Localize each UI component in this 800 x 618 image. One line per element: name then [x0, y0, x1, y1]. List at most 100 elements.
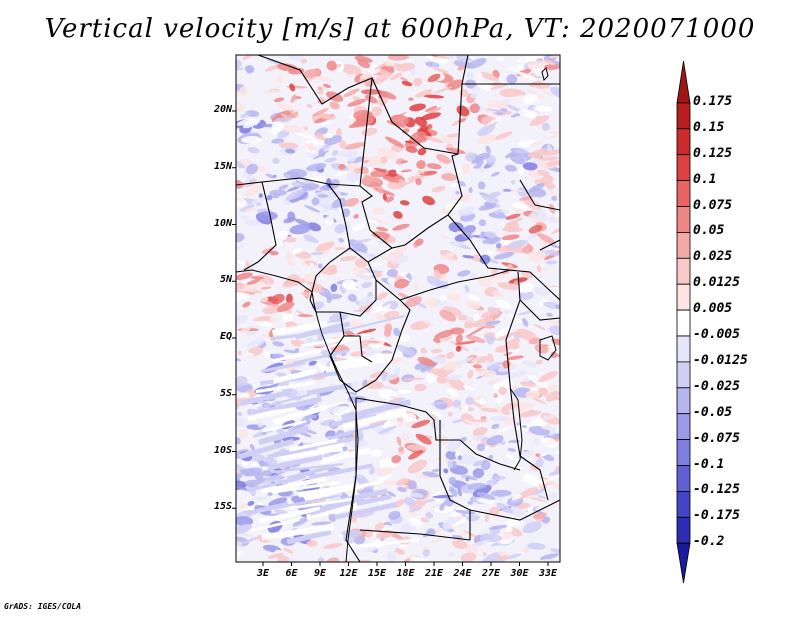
field-cell [471, 419, 489, 423]
border-uganda [519, 299, 560, 321]
field-cell [419, 125, 429, 132]
field-cell [236, 67, 244, 71]
field-cell [290, 94, 297, 104]
field-streak [306, 382, 352, 396]
field-cell [394, 367, 401, 376]
field-cell [487, 353, 494, 363]
field-cell [494, 208, 503, 214]
field-cell [467, 501, 473, 505]
border-zambia [469, 499, 560, 521]
field-cell [236, 242, 248, 252]
field-cell [371, 262, 384, 266]
field-cell [481, 307, 501, 318]
colorbar-swatch [676, 154, 691, 181]
field-cell [238, 429, 249, 440]
field-cell [489, 506, 500, 517]
field-cell [398, 446, 404, 452]
field-cell [340, 64, 362, 76]
field-cell [449, 183, 461, 187]
field-cell [382, 193, 387, 201]
field-cell [409, 492, 424, 498]
field-cell [533, 323, 546, 330]
field-cell [428, 107, 442, 114]
field-cell [533, 105, 552, 113]
border-drc-south [355, 397, 521, 471]
field-cell [263, 350, 271, 359]
field-cell [392, 223, 410, 231]
field-cell [507, 448, 517, 452]
colorbar-swatch [676, 128, 691, 156]
field-cell [478, 166, 485, 173]
field-cell [240, 533, 254, 538]
field-cell [329, 101, 340, 110]
field-cell [428, 297, 438, 309]
field-cell [457, 455, 462, 461]
field-cell [465, 396, 475, 406]
field-cell [548, 468, 560, 476]
field-cell [515, 328, 537, 341]
field-cell [395, 62, 416, 72]
field-cell [511, 494, 522, 501]
field-cell [330, 283, 338, 292]
field-cell [422, 471, 440, 478]
field-cell [488, 525, 508, 530]
field-cell [416, 160, 426, 170]
field-cell [477, 124, 496, 137]
field-cell [445, 201, 463, 211]
field-cell [430, 348, 443, 354]
field-cell [445, 147, 466, 154]
field-cell [507, 67, 519, 72]
field-cell [405, 420, 416, 427]
field-cell [386, 269, 398, 277]
field-cell [306, 150, 318, 159]
field-cell [433, 497, 442, 503]
lon-label: 3E [256, 568, 270, 579]
colorbar-swatch [676, 102, 691, 130]
field-cell [480, 459, 491, 471]
field-cell [485, 320, 501, 326]
field-cell [544, 250, 560, 257]
field-cell [526, 89, 546, 100]
field-cell [304, 126, 309, 131]
field-cell [250, 276, 264, 280]
field-cell [467, 294, 481, 301]
field-cell [295, 132, 315, 140]
field-cell [243, 118, 261, 129]
field-cell [425, 512, 433, 519]
field-cell [325, 178, 332, 189]
field-cell [316, 121, 334, 126]
field-cell [324, 216, 335, 225]
field-cell [239, 204, 255, 212]
field-cell [467, 369, 474, 379]
field-cell [397, 422, 405, 427]
field-streak [246, 474, 307, 493]
field-cell [359, 72, 372, 80]
field-cell [426, 163, 442, 170]
field-cell [538, 371, 558, 383]
field-cell [344, 142, 366, 150]
field-cell [497, 282, 518, 291]
field-cell [446, 437, 464, 450]
field-cell [278, 184, 289, 190]
field-cell [283, 216, 296, 224]
field-streak [246, 501, 289, 516]
field-cell [528, 224, 543, 234]
field-cell [407, 480, 418, 490]
field-cell [402, 377, 425, 381]
field-cell [362, 175, 373, 186]
field-cell [404, 140, 416, 144]
colorbar-swatch [676, 439, 691, 466]
field-cell [287, 55, 305, 61]
field-cell [546, 312, 554, 317]
field-cell [539, 553, 559, 561]
field-cell [448, 476, 457, 485]
field-cell [236, 315, 248, 326]
field-streak [271, 349, 322, 363]
field-cell [291, 108, 301, 113]
field-cell [402, 412, 417, 423]
field-cell [246, 163, 258, 175]
field-cell [381, 301, 390, 307]
field-cell [467, 325, 487, 337]
field-cell [452, 418, 466, 424]
field-cell [487, 108, 508, 114]
